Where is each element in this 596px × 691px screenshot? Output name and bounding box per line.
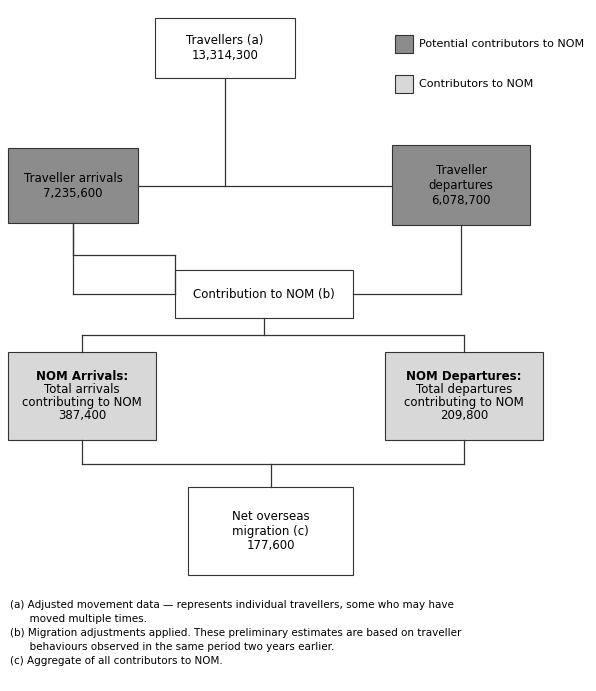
Text: (a) Adjusted movement data — represents individual travellers, some who may have: (a) Adjusted movement data — represents …	[10, 600, 454, 610]
Bar	[175, 270, 353, 318]
Bar	[155, 18, 295, 78]
Text: Contributors to NOM: Contributors to NOM	[419, 79, 533, 89]
Text: contributing to NOM: contributing to NOM	[404, 396, 524, 409]
Bar	[8, 352, 156, 440]
Bar	[385, 352, 543, 440]
Text: Traveller
departures
6,078,700: Traveller departures 6,078,700	[429, 164, 493, 207]
Text: Traveller arrivals
7,235,600: Traveller arrivals 7,235,600	[24, 171, 122, 200]
Text: 387,400: 387,400	[58, 408, 106, 422]
Bar	[395, 75, 413, 93]
Bar	[392, 145, 530, 225]
Text: Total arrivals: Total arrivals	[44, 383, 120, 396]
Text: Total departures: Total departures	[416, 383, 512, 396]
Text: Contribution to NOM (b): Contribution to NOM (b)	[193, 287, 335, 301]
Text: (c) Aggregate of all contributors to NOM.: (c) Aggregate of all contributors to NOM…	[10, 656, 223, 666]
Bar	[395, 35, 413, 53]
Text: moved multiple times.: moved multiple times.	[10, 614, 147, 624]
Bar	[188, 487, 353, 575]
Text: Potential contributors to NOM: Potential contributors to NOM	[419, 39, 584, 49]
Text: contributing to NOM: contributing to NOM	[22, 396, 142, 409]
Text: (b) Migration adjustments applied. These preliminary estimates are based on trav: (b) Migration adjustments applied. These…	[10, 628, 461, 638]
Text: NOM Departures:: NOM Departures:	[406, 370, 522, 384]
Text: Travellers (a)
13,314,300: Travellers (a) 13,314,300	[187, 34, 263, 62]
Bar	[8, 148, 138, 223]
Text: 209,800: 209,800	[440, 408, 488, 422]
Text: behaviours observed in the same period two years earlier.: behaviours observed in the same period t…	[10, 642, 334, 652]
Text: NOM Arrivals:: NOM Arrivals:	[36, 370, 128, 384]
Text: Net overseas
migration (c)
177,600: Net overseas migration (c) 177,600	[232, 509, 309, 553]
